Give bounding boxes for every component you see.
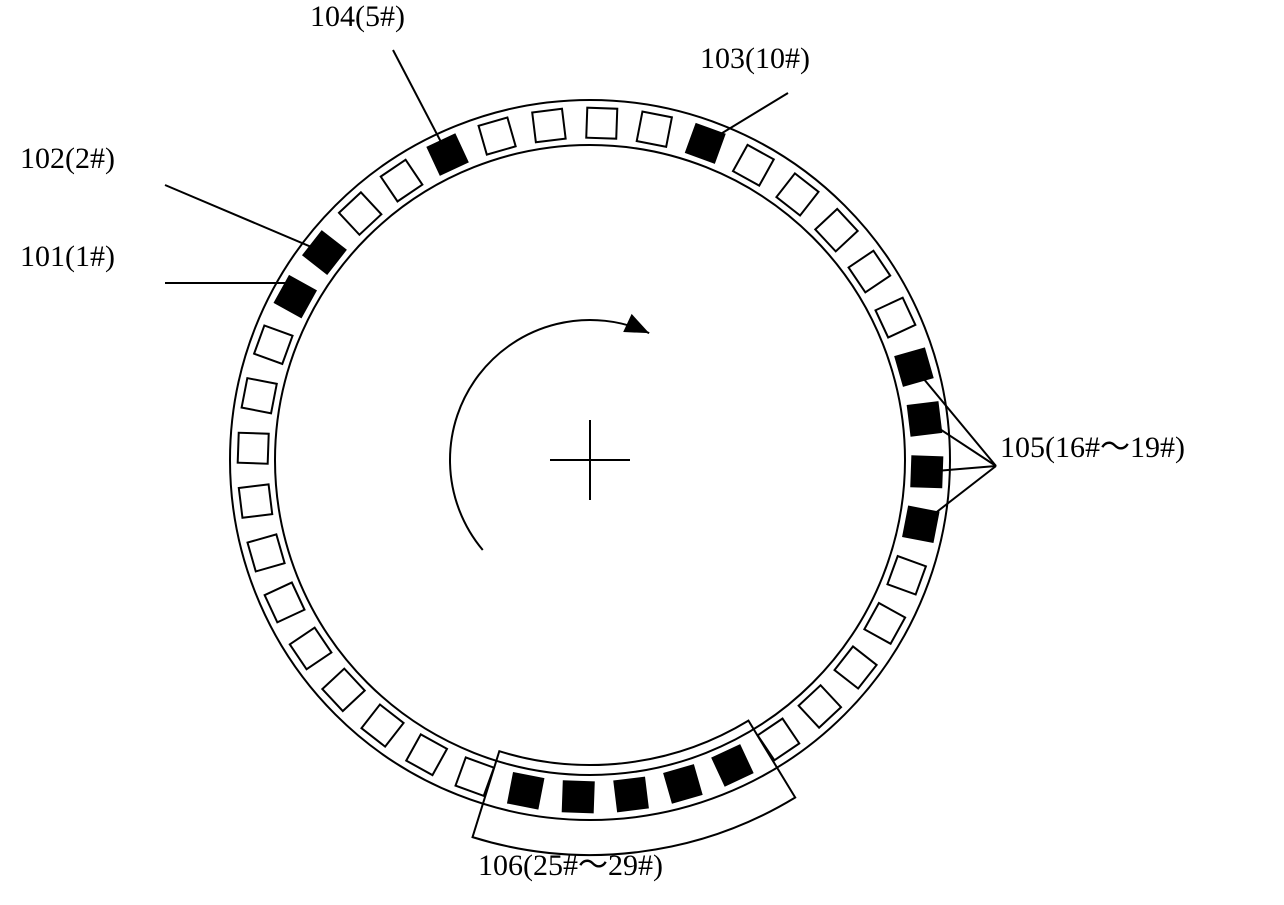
label-101: 101(1#)	[20, 240, 115, 274]
slot	[614, 778, 647, 811]
slot	[242, 378, 277, 413]
leader-104	[393, 50, 448, 155]
slot	[532, 109, 565, 142]
label-102: 102(2#)	[20, 142, 115, 176]
label-103: 103(10#)	[700, 42, 810, 76]
slot	[238, 433, 269, 464]
label-104: 104(5#)	[310, 0, 405, 34]
slot	[637, 112, 672, 147]
slot	[239, 484, 272, 517]
leader-102	[165, 185, 324, 253]
slot	[586, 108, 617, 139]
slot	[563, 781, 594, 812]
label-105: 105(16#～19#)	[1000, 422, 1185, 466]
label-106: 106(25#～29#)	[478, 840, 663, 884]
slot	[508, 773, 543, 808]
